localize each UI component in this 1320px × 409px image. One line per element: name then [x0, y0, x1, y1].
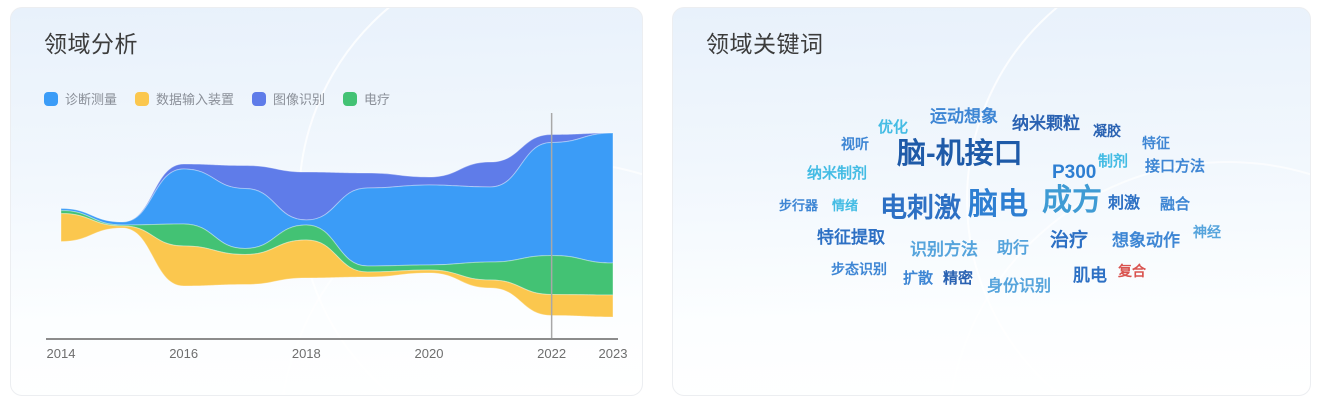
keyword-助行[interactable]: 助行 [997, 240, 1030, 257]
keyword-刺激[interactable]: 刺激 [1108, 195, 1141, 212]
x-axis-tick-label: 2023 [599, 346, 628, 361]
keyword-身份识别[interactable]: 身份识别 [987, 278, 1052, 295]
river-band-数据输入装置[interactable] [60, 212, 614, 318]
domain-keywords-title: 领域关键词 [706, 31, 824, 57]
keyword-想象动作[interactable]: 想象动作 [1112, 231, 1180, 250]
x-axis-tick-label: 2022 [537, 346, 566, 361]
keyword-脑-机接口[interactable]: 脑-机接口 [897, 138, 1023, 170]
keyword-视听[interactable]: 视听 [841, 136, 869, 152]
keyword-神经[interactable]: 神经 [1193, 224, 1221, 240]
keyword-凝胶[interactable]: 凝胶 [1093, 123, 1121, 139]
keyword-接口方法[interactable]: 接口方法 [1145, 158, 1206, 175]
legend-item-2[interactable]: 图像识别 [252, 89, 325, 108]
legend-label: 电疗 [364, 92, 391, 107]
keyword-运动想象[interactable]: 运动想象 [930, 107, 998, 126]
keyword-cloud: 视听 优化 运动想象 纳米颗粒 凝胶特征 脑-机接口 P300 制剂 接口方法 纳米制剂步行器 情绪… [673, 8, 1310, 395]
legend-item-1[interactable]: 数据输入装置 [135, 89, 234, 108]
legend-swatch-icon [343, 91, 358, 106]
x-axis-tick-label: 2014 [47, 346, 76, 361]
keyword-步态识别[interactable]: 步态识别 [831, 261, 887, 277]
keyword-情绪[interactable]: 情绪 [832, 198, 859, 213]
river-band-电疗[interactable] [60, 209, 614, 296]
legend-swatch-icon [252, 91, 267, 106]
keyword-识别方法[interactable]: 识别方法 [910, 240, 978, 259]
keyword-特征[interactable]: 特征 [1142, 135, 1170, 151]
theme-river-chart[interactable]: 2014 2016 2018 2020 2022 2023 [11, 8, 643, 396]
keyword-步行器[interactable]: 步行器 [779, 198, 819, 213]
keyword-成方[interactable]: 成方 [1042, 184, 1102, 217]
legend-label: 图像识别 [273, 92, 326, 107]
legend-swatch-icon [44, 91, 58, 106]
chart-legend: 诊断测量 数据输入装置 图像识别 电疗 [44, 89, 390, 108]
keyword-复合[interactable]: 复合 [1118, 263, 1146, 279]
x-axis-tick-label: 2018 [292, 346, 321, 361]
keyword-扩散[interactable]: 扩散 [903, 270, 934, 287]
keyword-优化[interactable]: 优化 [878, 119, 909, 136]
legend-label: 诊断测量 [65, 92, 118, 107]
keyword-精密[interactable]: 精密 [943, 270, 974, 287]
keyword-特征提取[interactable]: 特征提取 [817, 228, 885, 247]
keyword-纳米颗粒[interactable]: 纳米颗粒 [1012, 114, 1080, 133]
keyword-肌电[interactable]: 肌电 [1073, 266, 1107, 285]
keyword-纳米制剂[interactable]: 纳米制剂 [807, 165, 868, 182]
x-axis-tick-label: 2020 [415, 346, 444, 361]
river-band-诊断测量[interactable] [60, 132, 614, 267]
legend-label: 数据输入装置 [156, 92, 235, 107]
keyword-融合[interactable]: 融合 [1160, 196, 1191, 213]
domain-analysis-title: 领域分析 [44, 31, 138, 57]
keyword-治疗[interactable]: 治疗 [1050, 230, 1089, 251]
domain-keywords-card: 领域关键词 视听 优化 运动想象 纳米颗粒 凝胶特征 脑-机接口 P300 制剂 接口方法 纳米制… [672, 7, 1311, 396]
legend-item-0[interactable]: 诊断测量 [44, 89, 117, 108]
legend-swatch-icon [135, 91, 150, 106]
keyword-P300[interactable]: P300 [1052, 162, 1097, 183]
x-axis-tick-label: 2016 [169, 346, 198, 361]
domain-analysis-card: 领域分析 诊断测量 数据输入装置 图像识别 电疗 2014 2016 2018 2020 20… [10, 7, 643, 396]
keyword-脑电[interactable]: 脑电 [968, 188, 1028, 221]
legend-item-3[interactable]: 电疗 [343, 89, 390, 108]
keyword-制剂[interactable]: 制剂 [1098, 153, 1129, 170]
keyword-电刺激[interactable]: 电刺激 [880, 193, 961, 223]
